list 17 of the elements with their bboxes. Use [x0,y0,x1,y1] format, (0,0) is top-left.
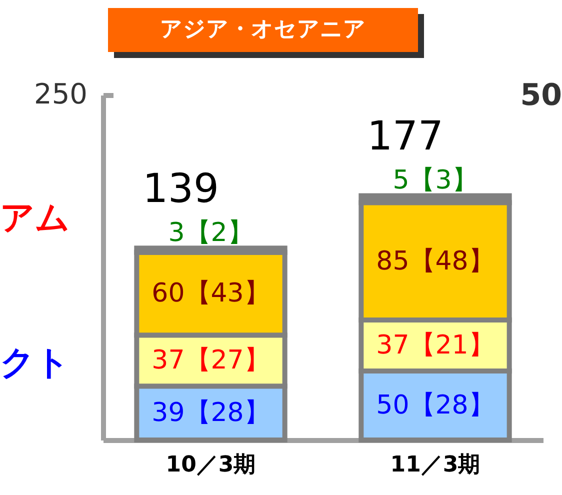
data-label: 85【48】 [376,246,494,276]
data-label: 37【21】 [376,330,494,360]
data-label: 37【27】 [152,346,270,376]
x-tick-label: 10／3期 [166,452,256,478]
data-label: 39【28】 [152,398,270,428]
annotation: 50 [520,78,562,113]
chart-title: アジア・オセアニア [108,8,418,52]
data-label: 3【2】 [168,218,254,248]
text: アム [0,197,70,240]
data-label: 5【3】 [392,166,478,196]
data-label: 50【28】 [376,390,494,420]
text: クト [0,342,70,385]
data-label: 60【43】 [152,278,270,309]
total-label: 177 [367,114,444,160]
total-label: 139 [142,166,219,212]
x-tick-label: 11／3期 [390,452,480,478]
y-tick-label: 250 [34,78,88,110]
